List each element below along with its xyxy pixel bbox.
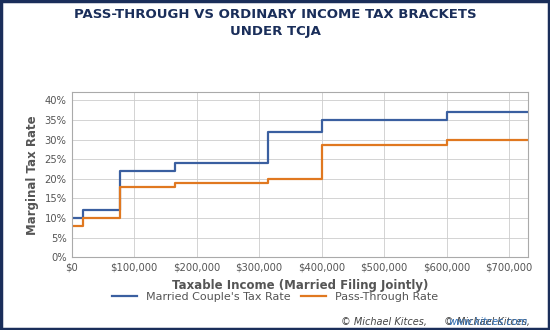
Pass-Through Rate: [172, 181, 178, 185]
Text: www.kitces.com: www.kitces.com: [448, 317, 527, 327]
Pass-Through Rate: [80, 224, 87, 228]
Text: UNDER TCJA: UNDER TCJA: [229, 25, 321, 38]
Line: Pass-Through Rate: Pass-Through Rate: [72, 140, 528, 226]
Text: PASS-THROUGH VS ORDINARY INCOME TAX BRACKETS: PASS-THROUGH VS ORDINARY INCOME TAX BRAC…: [74, 8, 476, 21]
Married Couple's Tax Rate: [265, 161, 272, 165]
Text: © Michael Kitces,: © Michael Kitces,: [444, 317, 534, 327]
Pass-Through Rate: [265, 181, 272, 185]
Married Couple's Tax Rate: [318, 118, 325, 122]
Y-axis label: Marginal Tax Rate: Marginal Tax Rate: [26, 115, 39, 235]
X-axis label: Taxable Income (Married Filing Jointly): Taxable Income (Married Filing Jointly): [172, 279, 428, 292]
Pass-Through Rate: [265, 177, 272, 181]
Pass-Through Rate: [318, 177, 325, 181]
Married Couple's Tax Rate: [443, 110, 450, 114]
Married Couple's Tax Rate: [117, 169, 123, 173]
Married Couple's Tax Rate: [172, 161, 178, 165]
Married Couple's Tax Rate: [525, 110, 531, 114]
Married Couple's Tax Rate: [68, 216, 75, 220]
Married Couple's Tax Rate: [443, 118, 450, 122]
Text: © Michael Kitces,: © Michael Kitces,: [341, 317, 430, 327]
Married Couple's Tax Rate: [117, 208, 123, 212]
Pass-Through Rate: [443, 143, 450, 147]
Married Couple's Tax Rate: [318, 130, 325, 134]
Legend: Married Couple's Tax Rate, Pass-Through Rate: Married Couple's Tax Rate, Pass-Through …: [108, 287, 442, 306]
Pass-Through Rate: [80, 216, 87, 220]
Pass-Through Rate: [172, 185, 178, 189]
Married Couple's Tax Rate: [80, 208, 87, 212]
Married Couple's Tax Rate: [265, 130, 272, 134]
Pass-Through Rate: [318, 143, 325, 147]
Pass-Through Rate: [117, 185, 123, 189]
Married Couple's Tax Rate: [172, 169, 178, 173]
Pass-Through Rate: [117, 216, 123, 220]
Pass-Through Rate: [525, 138, 531, 142]
Line: Married Couple's Tax Rate: Married Couple's Tax Rate: [72, 112, 528, 218]
Pass-Through Rate: [443, 138, 450, 142]
Pass-Through Rate: [68, 224, 75, 228]
Married Couple's Tax Rate: [80, 216, 87, 220]
